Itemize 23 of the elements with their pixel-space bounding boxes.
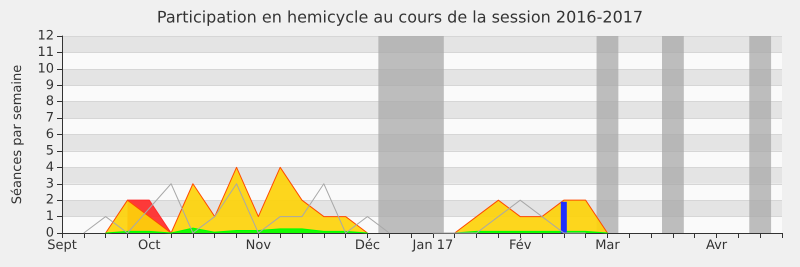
y-tick-label: 10 [37, 61, 54, 76]
y-tick-label: 6 [46, 127, 54, 142]
x-tick-label: Sept [47, 238, 77, 253]
x-tick-label: Jan 17 [412, 238, 454, 253]
x-tick-label: Nov [246, 238, 272, 253]
y-tick-label: 9 [46, 78, 54, 93]
y-tick-label: 1 [46, 209, 54, 224]
x-tick-label: Avr [706, 238, 728, 253]
y-tick-label: 12 [37, 28, 54, 44]
y-tick-label: 2 [46, 192, 54, 208]
chart-title: Participation en hemicycle au cours de la session 2016-2017 [156, 8, 644, 26]
y-tick-label: 4 [46, 160, 54, 175]
x-tick-label: Oct [138, 238, 161, 253]
y-tick-label: 0 [46, 226, 54, 240]
x-tick-label: Déc [354, 238, 380, 253]
y-axis-title: Séances par semaine [10, 64, 25, 204]
y-tick-label: 11 [37, 44, 54, 60]
x-tick-label: Mar [595, 238, 620, 253]
y-tick-label: 8 [46, 94, 54, 110]
y-tick-label: 5 [46, 143, 54, 158]
x-tick-label: Fév [508, 238, 532, 253]
y-tick-label: 3 [46, 176, 54, 192]
y-tick-label: 7 [46, 110, 54, 126]
